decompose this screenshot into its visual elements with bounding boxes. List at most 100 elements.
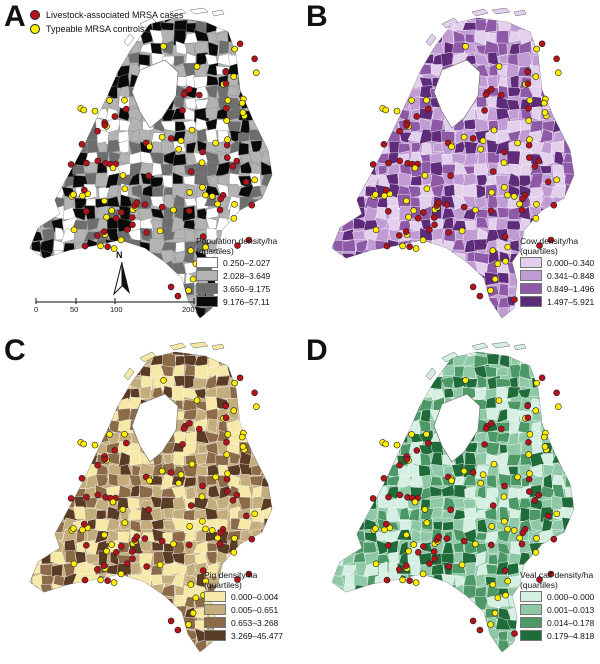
case-point — [224, 488, 231, 495]
municipality — [374, 32, 390, 45]
municipality — [30, 174, 34, 186]
municipality — [342, 239, 356, 253]
municipality — [440, 650, 456, 652]
case-point — [186, 86, 193, 93]
municipality — [138, 252, 152, 264]
case-point — [123, 439, 130, 447]
case-point — [229, 163, 237, 170]
municipality — [364, 320, 378, 328]
municipality — [206, 62, 219, 76]
municipality — [332, 304, 335, 318]
municipality — [561, 496, 574, 509]
municipality — [260, 161, 272, 177]
municipality — [453, 654, 467, 662]
municipality — [31, 433, 45, 446]
municipality — [332, 620, 344, 633]
municipality — [30, 194, 43, 211]
municipality — [398, 250, 410, 263]
municipality — [61, 273, 75, 284]
panel-letter: C — [4, 334, 26, 367]
municipality — [386, 20, 400, 34]
municipality — [150, 607, 161, 618]
municipality — [30, 95, 32, 111]
control-point — [514, 473, 521, 481]
case-point — [553, 389, 560, 397]
municipality — [106, 139, 120, 153]
municipality — [407, 293, 423, 308]
municipality — [105, 517, 120, 533]
control-point — [214, 200, 221, 208]
municipality — [343, 131, 358, 143]
case-point — [396, 461, 403, 469]
municipality — [41, 496, 54, 512]
municipality — [193, 317, 207, 318]
municipality — [215, 375, 231, 387]
municipality — [551, 352, 565, 356]
municipality — [484, 530, 500, 543]
municipality — [332, 161, 346, 177]
municipality — [96, 74, 109, 87]
municipality — [542, 387, 555, 399]
municipality — [30, 540, 44, 554]
control-point — [156, 227, 164, 235]
municipality — [322, 399, 331, 410]
municipality — [539, 128, 553, 144]
municipality — [151, 583, 164, 598]
municipality — [320, 597, 331, 607]
municipality — [30, 440, 42, 455]
municipality — [572, 495, 574, 511]
case-point — [420, 209, 427, 216]
municipality — [96, 606, 109, 622]
municipality — [563, 117, 574, 133]
legend-swatch — [196, 296, 218, 307]
municipality — [52, 408, 65, 424]
municipality — [419, 284, 434, 296]
municipality — [429, 608, 446, 621]
municipality — [352, 377, 368, 390]
municipality — [399, 131, 413, 144]
municipality — [227, 183, 240, 200]
legend-class: 0.001–0.013 — [547, 604, 595, 615]
municipality — [496, 315, 509, 318]
case-point — [236, 40, 244, 48]
municipality — [386, 584, 402, 597]
municipality — [387, 408, 401, 422]
municipality — [262, 196, 272, 210]
legend-title: Pig density/ha — [204, 570, 258, 580]
control-point — [423, 185, 431, 192]
municipality — [195, 465, 209, 477]
municipality — [259, 387, 272, 399]
municipality — [332, 619, 335, 633]
municipality — [539, 19, 555, 35]
municipality — [30, 261, 43, 275]
municipality — [30, 352, 45, 357]
case-point — [187, 168, 195, 175]
case-point — [383, 186, 390, 194]
municipality — [506, 562, 520, 576]
case-point — [180, 91, 188, 98]
municipality — [87, 638, 98, 652]
municipality — [354, 306, 365, 318]
case-point — [525, 475, 533, 483]
control-point — [554, 69, 562, 76]
municipality — [400, 442, 412, 456]
municipality — [352, 496, 366, 511]
municipality — [388, 29, 402, 46]
municipality — [332, 407, 335, 423]
case-point — [167, 283, 175, 291]
municipality — [84, 86, 99, 101]
control-point — [97, 576, 104, 584]
municipality — [239, 318, 253, 328]
municipality — [116, 639, 132, 652]
case-point — [234, 576, 241, 583]
municipality — [473, 238, 490, 251]
municipality — [271, 495, 272, 511]
municipality — [341, 208, 356, 220]
municipality — [540, 650, 551, 652]
municipality — [332, 86, 346, 101]
control-point — [214, 534, 221, 542]
municipality — [355, 62, 368, 78]
municipality — [149, 649, 164, 652]
municipality — [65, 42, 77, 55]
case-point — [536, 242, 543, 249]
